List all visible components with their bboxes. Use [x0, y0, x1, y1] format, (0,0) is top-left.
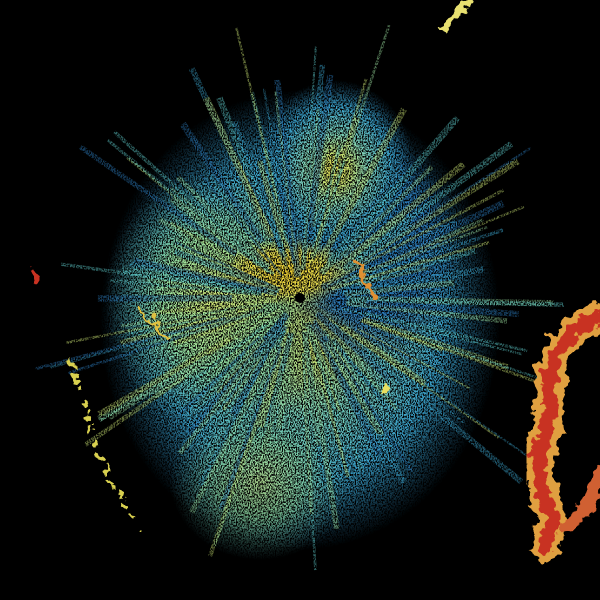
echo-ray	[315, 311, 391, 382]
echo-ray	[301, 352, 317, 571]
echo-ray	[310, 322, 383, 457]
storm-band-core	[532, 311, 600, 552]
line-west	[68, 359, 142, 532]
echo-ray	[311, 335, 341, 411]
echo-ray	[360, 318, 444, 353]
echo-ray	[231, 120, 288, 259]
echo-ray	[302, 46, 317, 237]
echo-ray	[365, 299, 520, 318]
echo-ray	[323, 339, 361, 396]
echo-ray	[185, 322, 268, 388]
echo-ray	[278, 185, 296, 264]
radar-site	[295, 293, 305, 303]
echo-ray	[344, 279, 455, 297]
echo-ray	[133, 257, 269, 294]
echo-ray	[340, 266, 485, 295]
echo-ray	[346, 296, 564, 308]
echo-ray	[363, 147, 532, 258]
echo-ray	[257, 370, 286, 467]
cell-south	[378, 384, 390, 396]
echo-ray	[176, 175, 257, 255]
echo-ray	[311, 144, 342, 248]
echo-ray	[307, 362, 340, 530]
echo-ray	[355, 205, 525, 277]
echo-ray	[149, 298, 279, 316]
echo-ray	[202, 96, 275, 239]
echo-ray	[186, 311, 290, 436]
echo-ray	[177, 351, 246, 421]
echo-ray	[359, 346, 524, 485]
echo-ray	[274, 91, 297, 259]
echo-ray	[66, 308, 240, 344]
echo-field	[35, 24, 564, 571]
echo-ray	[346, 160, 408, 238]
echo-ray	[169, 196, 244, 256]
echo-ray	[275, 364, 293, 430]
echo-ray	[341, 307, 523, 356]
echo-ray	[318, 305, 409, 346]
echo-ray	[357, 327, 470, 389]
echo-ray	[112, 130, 275, 276]
echo-ray	[198, 172, 284, 277]
echo-ray	[174, 241, 272, 286]
storm-band	[524, 303, 600, 560]
cell-northeast	[437, 0, 473, 33]
echo-ray	[158, 217, 236, 264]
echo-ray	[328, 317, 500, 439]
echo-ray	[35, 316, 227, 371]
echo-ray	[189, 347, 277, 514]
outer-echoes	[30, 0, 473, 532]
echo-ray	[371, 320, 564, 388]
echo-ray	[212, 342, 286, 547]
echo-ray	[178, 335, 261, 416]
echo-ray	[318, 115, 460, 276]
echo-ray	[316, 107, 407, 265]
cell-west	[30, 270, 38, 286]
echo-ray	[322, 329, 364, 385]
echo-ray	[180, 304, 275, 340]
streak-west	[138, 308, 172, 342]
echo-ray	[173, 248, 281, 294]
streak-east	[353, 259, 377, 301]
echo-ray	[78, 144, 238, 257]
echo-ray	[339, 347, 412, 439]
echo-ray	[363, 311, 528, 353]
echo-ray	[235, 27, 286, 230]
echo-ray	[300, 318, 321, 446]
echo-ray	[121, 266, 262, 295]
echo-ray	[317, 367, 350, 478]
storm-band-tail	[557, 467, 600, 537]
echo-ray	[346, 141, 514, 266]
echo-ray	[120, 301, 272, 328]
echo-ray	[308, 78, 368, 265]
echo-ray	[340, 344, 398, 410]
echo-ray	[110, 278, 262, 297]
echo-south	[170, 400, 350, 560]
echo-ray	[180, 121, 266, 245]
echo-ray	[331, 240, 490, 291]
echo-ray	[305, 74, 334, 235]
echo-ray	[152, 307, 285, 398]
echo-ray	[301, 108, 320, 263]
echo-ray	[368, 200, 505, 269]
echo-ray	[106, 138, 271, 274]
echo-ray	[333, 323, 465, 424]
echo-ray	[178, 355, 257, 455]
echo-ray	[339, 165, 434, 259]
echo-ray	[347, 228, 504, 284]
echo-ray	[215, 338, 265, 394]
echo-ray	[348, 213, 406, 261]
echo-ray	[256, 159, 287, 245]
echo-rays	[35, 24, 564, 571]
echo-ray	[97, 335, 233, 417]
